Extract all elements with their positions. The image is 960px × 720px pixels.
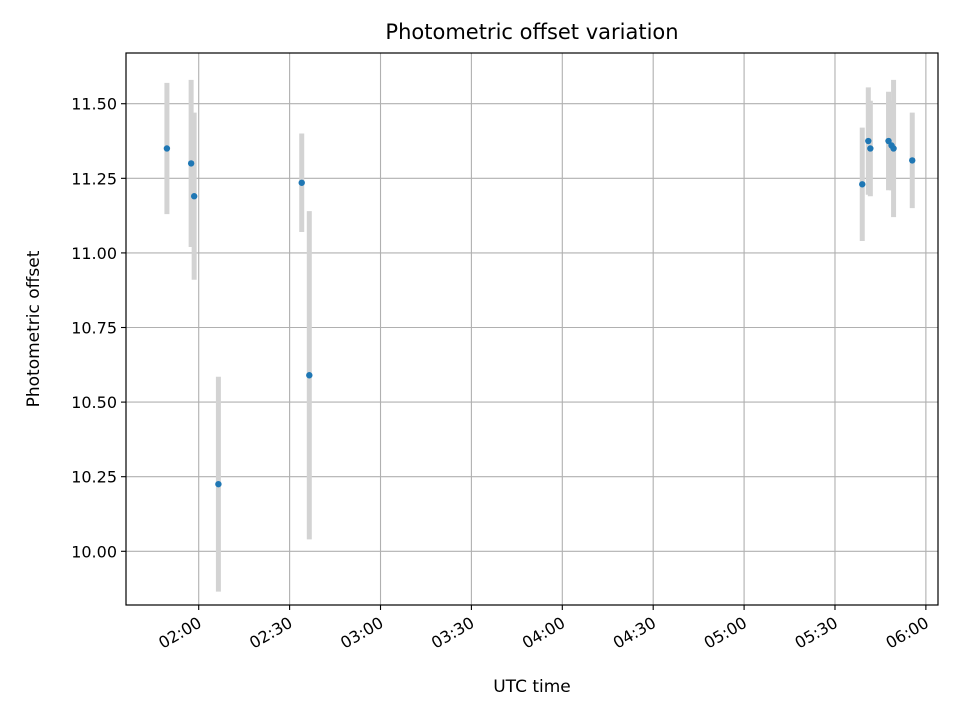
y-tick-label: 11.25 xyxy=(71,169,117,188)
data-point xyxy=(909,157,916,164)
data-point xyxy=(885,137,892,145)
y-tick-label: 10.25 xyxy=(71,468,117,487)
y-tick-label: 10.50 xyxy=(71,393,117,412)
data-point xyxy=(187,160,195,167)
y-tick-label: 10.00 xyxy=(71,542,117,561)
y-tick-label: 11.50 xyxy=(71,95,117,114)
chart-title: Photometric offset variation xyxy=(385,20,678,44)
data-point xyxy=(890,145,897,152)
axes-frame xyxy=(125,52,939,606)
x-axis-label: UTC time xyxy=(493,677,571,697)
y-axis-label: Photometric offset xyxy=(24,250,44,407)
data-point xyxy=(859,181,866,188)
data-point xyxy=(190,193,198,200)
data-point xyxy=(865,137,872,145)
data-points xyxy=(163,137,916,488)
data-point xyxy=(163,145,171,152)
data-point xyxy=(298,179,305,186)
y-tick-label: 11.00 xyxy=(71,244,117,263)
data-point xyxy=(306,372,313,379)
y-tick-label: 10.75 xyxy=(71,319,117,338)
grid xyxy=(126,53,938,605)
data-point xyxy=(215,480,222,488)
data-point xyxy=(867,145,874,152)
